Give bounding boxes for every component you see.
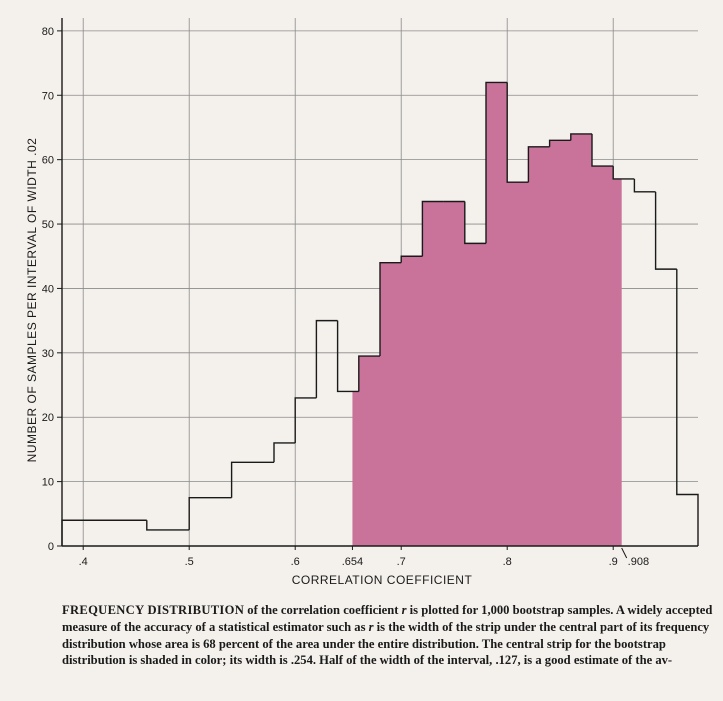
histogram-bin <box>379 261 402 357</box>
y-tick-label: 10 <box>42 477 54 489</box>
x-tick-pointer <box>621 547 628 559</box>
histogram-bin <box>358 355 380 392</box>
x-tick-label: .4 <box>79 556 88 568</box>
x-tick-label: .908 <box>628 556 649 568</box>
histogram-bin <box>485 81 508 244</box>
x-axis-title: CORRELATION COEFFICIENT <box>292 573 473 587</box>
y-tick-label: 50 <box>42 219 54 231</box>
caption-text-3: is the width of the strip under the cent… <box>62 619 710 668</box>
axes <box>57 18 698 559</box>
histogram-bin <box>527 146 550 183</box>
histogram-bin <box>146 520 190 531</box>
x-tick-label: .9 <box>609 556 618 568</box>
y-tick-label: 80 <box>42 26 54 38</box>
histogram-chart: 0 10 20 30 40 50 60 70 80 .4 .5 .6 .654 .7 .8 .9 .908 CO… <box>25 18 699 587</box>
y-tick-label: 0 <box>48 541 54 553</box>
y-axis-title: NUMBER OF SAMPLES PER INTERVAL OF WIDTH … <box>25 138 39 463</box>
y-tick-label: 20 <box>42 412 54 424</box>
shaded-region <box>352 82 622 546</box>
caption-text-1: of the correlation coefficient <box>244 603 402 617</box>
histogram-bins <box>61 81 699 546</box>
x-tick-label: .6 <box>291 556 300 568</box>
tick-labels: 0 10 20 30 40 50 60 70 80 .4 .5 .6 .654 .7 .8 .9 .908 <box>42 26 649 568</box>
caption-text-2: is plotted for 1,000 bootstrap samples. … <box>62 603 713 634</box>
histogram-bin <box>676 269 699 546</box>
caption-lead: FREQUENCY DISTRIBUTION <box>62 603 245 617</box>
histogram-bin <box>315 319 338 398</box>
y-tick-label: 70 <box>42 90 54 102</box>
figure-caption: FREQUENCY DISTRIBUTION of the correlatio… <box>62 602 714 669</box>
histogram-bin <box>633 178 656 193</box>
histogram-bin <box>506 82 529 183</box>
histogram-bin <box>421 200 444 257</box>
histogram-bin <box>548 139 571 147</box>
x-tick-label: .7 <box>397 556 406 568</box>
histogram-bin <box>294 397 317 443</box>
histogram-bin <box>400 255 423 263</box>
y-tick-label: 60 <box>42 155 54 167</box>
y-tick-label: 40 <box>42 283 54 295</box>
histogram-bin <box>273 442 296 463</box>
histogram-bin <box>61 519 147 546</box>
histogram-bin <box>654 191 677 270</box>
histogram-bin <box>591 133 614 167</box>
caption-symbol-r-2: r <box>368 619 374 634</box>
shaded-area <box>352 82 622 546</box>
histogram-bin <box>336 320 359 393</box>
histogram-bin <box>188 497 232 530</box>
histogram-bin <box>570 133 592 141</box>
x-tick-label: .8 <box>503 556 512 568</box>
caption-symbol-r: r <box>401 603 407 617</box>
y-tick-label: 30 <box>42 348 54 360</box>
histogram-bin <box>612 166 635 180</box>
histogram-bin <box>230 461 274 498</box>
x-tick-label: .5 <box>185 556 194 568</box>
x-tick-label: .654 <box>342 556 363 568</box>
histogram-bin <box>464 201 486 245</box>
